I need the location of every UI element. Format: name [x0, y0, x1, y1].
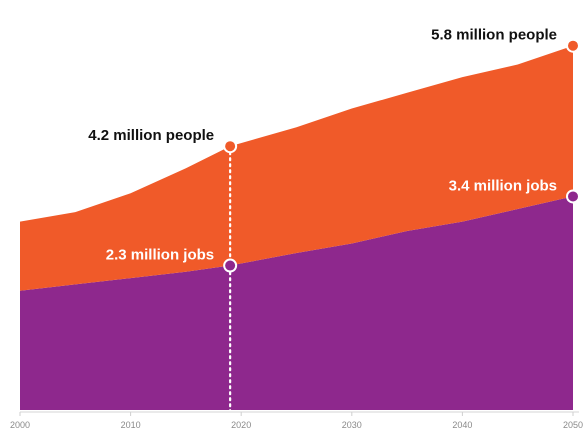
- x-tick-label: 2030: [342, 420, 362, 430]
- annotation-label: 4.2 million people: [88, 127, 214, 144]
- annotation-label: 2.3 million jobs: [106, 247, 214, 264]
- x-tick-label: 2000: [10, 420, 30, 430]
- x-axis: 2000 2010 2020 2030 2040 2050: [10, 411, 583, 430]
- x-tick-label: 2050: [563, 420, 583, 430]
- annotation-markers: [223, 38, 580, 273]
- annotation-marker: [566, 189, 580, 204]
- x-tick-label: 2040: [452, 420, 472, 430]
- annotation-marker: [223, 139, 238, 154]
- x-tick-label: 2020: [231, 420, 251, 430]
- annotation-marker: [566, 38, 580, 53]
- annotation-label: 5.8 million people: [431, 27, 557, 44]
- area-layer: [20, 45, 573, 410]
- area-series-1: [20, 196, 573, 410]
- annotation-marker: [223, 258, 238, 273]
- x-tick-label: 2010: [121, 420, 141, 430]
- annotation-labels: 4.2 million people 2.3 million jobs 5.8 mi…: [88, 27, 557, 264]
- annotation-label: 3.4 million jobs: [449, 177, 557, 194]
- area-series-2: [20, 45, 573, 291]
